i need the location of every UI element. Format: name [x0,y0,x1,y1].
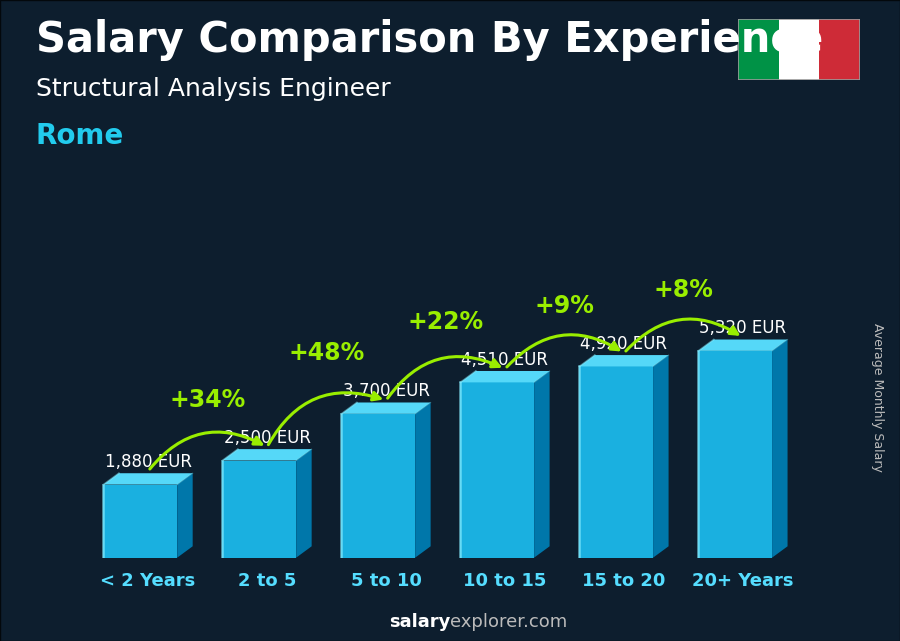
Text: 10 to 15: 10 to 15 [464,572,546,590]
Polygon shape [653,355,669,558]
Text: +34%: +34% [169,388,246,412]
Polygon shape [341,414,415,558]
Polygon shape [580,355,669,367]
Text: 2 to 5: 2 to 5 [238,572,296,590]
Bar [819,19,859,80]
Text: 4,920 EUR: 4,920 EUR [580,335,668,353]
Text: +48%: +48% [288,341,364,365]
Polygon shape [534,371,550,558]
Polygon shape [104,485,177,558]
Text: < 2 Years: < 2 Years [101,572,195,590]
Text: 20+ Years: 20+ Years [692,572,794,590]
Bar [778,19,819,80]
Text: 4,510 EUR: 4,510 EUR [462,351,548,369]
Polygon shape [415,403,430,558]
Polygon shape [461,383,534,558]
Bar [738,19,778,80]
Text: 2,500 EUR: 2,500 EUR [223,429,310,447]
Polygon shape [461,371,550,383]
Text: Salary Comparison By Experience: Salary Comparison By Experience [36,19,824,62]
Polygon shape [341,403,430,414]
Text: explorer.com: explorer.com [450,613,567,631]
Text: 3,700 EUR: 3,700 EUR [343,383,429,401]
Text: 15 to 20: 15 to 20 [582,572,666,590]
Text: 5,320 EUR: 5,320 EUR [699,319,787,337]
Polygon shape [222,460,296,558]
Polygon shape [698,351,772,558]
Text: Structural Analysis Engineer: Structural Analysis Engineer [36,77,391,101]
Text: 1,880 EUR: 1,880 EUR [104,453,192,471]
Text: +8%: +8% [653,278,714,303]
Polygon shape [580,367,653,558]
Polygon shape [698,340,788,351]
Text: Rome: Rome [36,122,124,150]
Text: Average Monthly Salary: Average Monthly Salary [871,323,884,472]
Polygon shape [177,473,193,558]
Text: +9%: +9% [535,294,594,318]
Polygon shape [296,449,311,558]
Polygon shape [772,340,788,558]
Polygon shape [104,473,193,485]
Text: +22%: +22% [408,310,483,334]
Polygon shape [222,449,311,460]
Text: salary: salary [389,613,450,631]
Text: 5 to 10: 5 to 10 [351,572,421,590]
